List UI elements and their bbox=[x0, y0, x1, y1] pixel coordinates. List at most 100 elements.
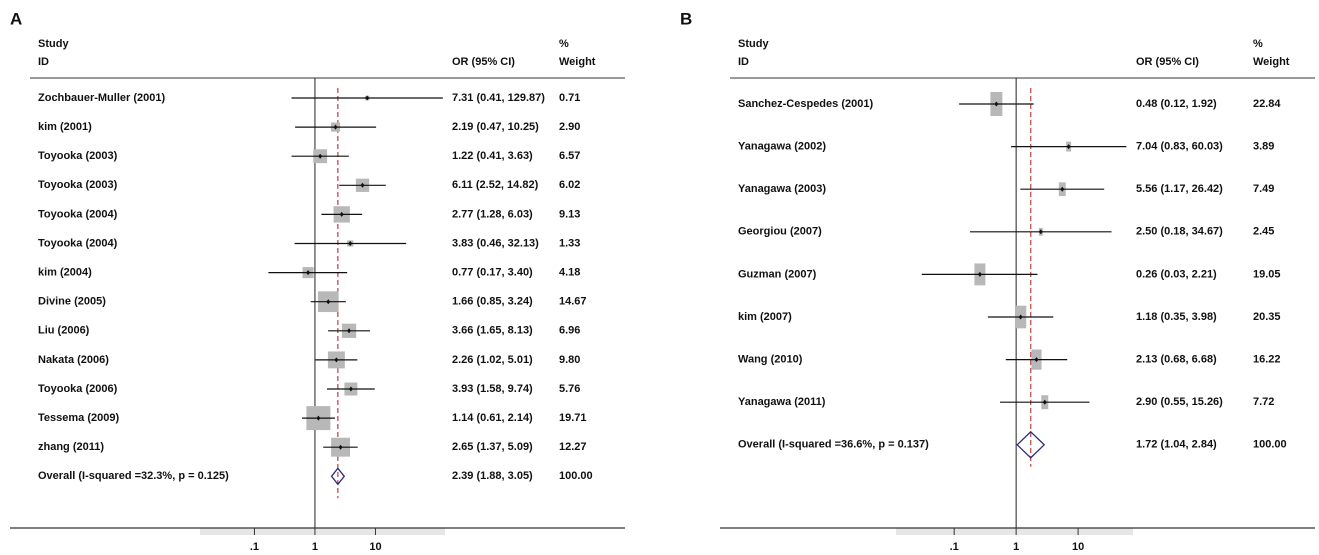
study-name: Yanagawa (2011) bbox=[738, 396, 826, 408]
study-name: Georgiou (2007) bbox=[738, 226, 822, 238]
point-estimate bbox=[348, 241, 353, 246]
or-label: 3.83 (0.46, 32.13) bbox=[452, 237, 539, 249]
weight-label: 22.84 bbox=[1253, 98, 1281, 110]
study-name: Yanagawa (2002) bbox=[738, 141, 826, 153]
weight-label: 12.27 bbox=[559, 441, 587, 453]
weight-label: 14.67 bbox=[559, 296, 587, 308]
weight-label: 20.35 bbox=[1253, 311, 1281, 323]
header: Weight bbox=[1253, 56, 1290, 68]
weight-label: 7.72 bbox=[1253, 396, 1274, 408]
weight-label: 3.89 bbox=[1253, 141, 1274, 153]
study-name: kim (2004) bbox=[38, 267, 92, 279]
header: Study bbox=[38, 38, 69, 50]
study-name: Toyooka (2003) bbox=[38, 179, 118, 191]
point-estimate bbox=[333, 124, 338, 130]
weight-label: 19.71 bbox=[559, 412, 587, 424]
point-estimate bbox=[1034, 357, 1039, 363]
study-name: Wang (2010) bbox=[738, 354, 803, 366]
weight-label: 16.22 bbox=[1253, 354, 1281, 366]
weight-label: 1.33 bbox=[559, 237, 580, 249]
overall-or-label: 1.72 (1.04, 2.84) bbox=[1136, 439, 1217, 451]
weight-label: 5.76 bbox=[559, 383, 580, 395]
header: ID bbox=[738, 56, 749, 68]
or-label: 2.65 (1.37, 5.09) bbox=[452, 441, 533, 453]
study-name: Toyooka (2003) bbox=[38, 150, 118, 162]
weight-label: 7.49 bbox=[1253, 183, 1274, 195]
overall-diamond bbox=[330, 467, 346, 486]
or-label: 2.90 (0.55, 15.26) bbox=[1136, 396, 1223, 408]
x-tick-label: .1 bbox=[250, 541, 259, 553]
overall-diamond bbox=[1016, 430, 1046, 459]
or-label: 2.13 (0.68, 6.68) bbox=[1136, 354, 1217, 366]
or-label: 7.31 (0.41, 129.87) bbox=[452, 92, 545, 104]
point-estimate bbox=[347, 328, 352, 334]
axis-band bbox=[200, 528, 445, 535]
weight-label: 0.71 bbox=[559, 92, 580, 104]
point-estimate bbox=[326, 299, 331, 305]
header: OR (95% CI) bbox=[1136, 56, 1199, 68]
overall-label: Overall (I-squared =36.6%, p = 0.137) bbox=[738, 439, 929, 451]
study-name: Nakata (2006) bbox=[38, 354, 109, 366]
or-label: 7.04 (0.83, 60.03) bbox=[1136, 141, 1223, 153]
weight-label: 2.90 bbox=[559, 121, 580, 133]
or-label: 2.19 (0.47, 10.25) bbox=[452, 121, 539, 133]
weight-label: 6.96 bbox=[559, 325, 580, 337]
study-name: Yanagawa (2003) bbox=[738, 183, 826, 195]
study-name: kim (2001) bbox=[38, 121, 92, 133]
point-estimate bbox=[1042, 399, 1047, 405]
point-estimate bbox=[365, 95, 370, 101]
point-estimate bbox=[316, 415, 321, 421]
or-label: 3.93 (1.58, 9.74) bbox=[452, 383, 533, 395]
or-label: 3.66 (1.65, 8.13) bbox=[452, 325, 533, 337]
overall-or-label: 2.39 (1.88, 3.05) bbox=[452, 470, 533, 482]
header: OR (95% CI) bbox=[452, 56, 515, 68]
point-estimate bbox=[1060, 186, 1065, 192]
point-estimate bbox=[338, 444, 343, 450]
study-name: zhang (2011) bbox=[38, 441, 104, 453]
study-name: Sanchez-Cespedes (2001) bbox=[738, 98, 873, 110]
header: Study bbox=[738, 38, 769, 50]
x-tick-label: 10 bbox=[369, 541, 381, 553]
point-estimate bbox=[1018, 314, 1023, 320]
or-label: 2.77 (1.28, 6.03) bbox=[452, 208, 533, 220]
weight-label: 4.18 bbox=[559, 267, 580, 279]
study-name: Tessema (2009) bbox=[38, 412, 119, 424]
or-label: 2.50 (0.18, 34.67) bbox=[1136, 226, 1223, 238]
point-estimate bbox=[318, 153, 323, 159]
or-label: 2.26 (1.02, 5.01) bbox=[452, 354, 533, 366]
study-name: Zochbauer-Muller (2001) bbox=[38, 92, 165, 104]
study-name: Toyooka (2006) bbox=[38, 383, 118, 395]
or-label: 0.26 (0.03, 2.21) bbox=[1136, 268, 1217, 280]
or-label: 1.22 (0.41, 3.63) bbox=[452, 150, 533, 162]
overall-label: Overall (I-squared =32.3%, p = 0.125) bbox=[38, 470, 229, 482]
study-name: Guzman (2007) bbox=[738, 268, 817, 280]
panel-label: B bbox=[680, 9, 692, 28]
point-estimate bbox=[1038, 229, 1043, 235]
header: % bbox=[1253, 38, 1263, 50]
weight-label: 9.80 bbox=[559, 354, 580, 366]
study-name: Liu (2006) bbox=[38, 325, 90, 337]
study-name: kim (2007) bbox=[738, 311, 792, 323]
or-label: 1.66 (0.85, 3.24) bbox=[452, 296, 533, 308]
weight-label: 19.05 bbox=[1253, 268, 1281, 280]
header: ID bbox=[38, 56, 49, 68]
axis-band bbox=[896, 528, 1133, 535]
weight-label: 9.13 bbox=[559, 208, 580, 220]
point-estimate bbox=[334, 357, 339, 363]
overall-weight-label: 100.00 bbox=[559, 470, 593, 482]
or-label: 6.11 (2.52, 14.82) bbox=[452, 179, 539, 191]
weight-label: 6.02 bbox=[559, 179, 580, 191]
point-estimate bbox=[339, 211, 344, 217]
x-tick-label: .1 bbox=[950, 541, 959, 553]
overall-weight-label: 100.00 bbox=[1253, 439, 1287, 451]
point-estimate bbox=[994, 101, 999, 107]
weight-label: 6.57 bbox=[559, 150, 580, 162]
or-label: 5.56 (1.17, 26.42) bbox=[1136, 183, 1223, 195]
study-name: Toyooka (2004) bbox=[38, 237, 118, 249]
or-label: 1.18 (0.35, 3.98) bbox=[1136, 311, 1217, 323]
or-label: 0.77 (0.17, 3.40) bbox=[452, 267, 533, 279]
header: % bbox=[559, 38, 569, 50]
header: Weight bbox=[559, 56, 596, 68]
or-label: 1.14 (0.61, 2.14) bbox=[452, 412, 533, 424]
